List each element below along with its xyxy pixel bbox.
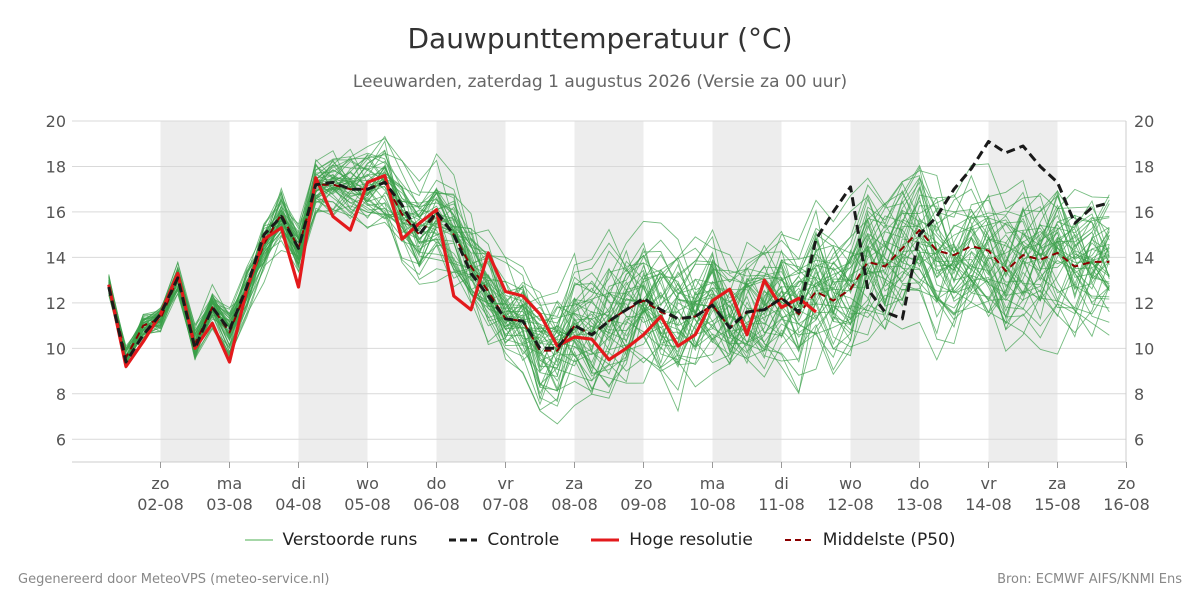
chart-title: Dauwpunttemperatuur (°C) — [407, 22, 793, 55]
ensemble-member-45 — [108, 174, 1110, 352]
x-tick-day-02-08: zo — [151, 474, 169, 493]
x-tick-date-10-08: 10-08 — [689, 495, 736, 514]
footer-source: Bron: ECMWF AIFS/KNMI Ens — [997, 572, 1182, 587]
y-tick-label-right-18: 18 — [1134, 157, 1154, 176]
x-tick-date-16-08: 16-08 — [1103, 495, 1150, 514]
x-tick-day-10-08: ma — [700, 474, 725, 493]
x-tick-day-12-08: wo — [839, 474, 862, 493]
legend-swatch-hires — [591, 538, 620, 542]
x-tick-date-04-08: 04-08 — [275, 495, 322, 514]
x-tick-day-07-08: vr — [497, 474, 513, 493]
y-tick-label-right-8: 8 — [1134, 385, 1144, 404]
x-tick-day-13-08: do — [910, 474, 930, 493]
ensemble-member-47 — [108, 158, 1110, 392]
x-tick-day-05-08: wo — [356, 474, 379, 493]
x-tick-date-14-08: 14-08 — [965, 495, 1012, 514]
legend-label-median: Middelste (P50) — [822, 530, 956, 550]
series-line-controle — [107, 140, 1110, 364]
legend-label-hires: Hoge resolutie — [629, 530, 753, 550]
ensemble-member-36 — [108, 160, 1110, 387]
legend-label-control: Controle — [487, 530, 560, 550]
x-tick-day-14-08: vr — [980, 474, 996, 493]
legend-swatch-control — [449, 538, 478, 542]
ensemble-member-30 — [108, 138, 1110, 394]
x-tick-date-15-08: 15-08 — [1034, 495, 1081, 514]
y-tick-label-left-6: 6 — [56, 430, 66, 449]
x-tick-day-06-08: do — [427, 474, 447, 493]
axes — [72, 121, 1127, 468]
ensemble-member-42 — [108, 149, 1110, 402]
legend-item-control[interactable]: Controle — [449, 530, 559, 550]
x-tick-date-05-08: 05-08 — [344, 495, 391, 514]
ensemble-member-46 — [108, 187, 1110, 364]
y-tick-label-left-10: 10 — [46, 339, 66, 358]
y-tick-label-right-6: 6 — [1134, 430, 1144, 449]
legend-item-median[interactable]: Middelste (P50) — [784, 530, 956, 550]
ensemble-member-37 — [108, 181, 1110, 383]
x-tick-day-11-08: di — [774, 474, 789, 493]
y-tick-label-left-12: 12 — [46, 294, 66, 313]
ensemble-member-31 — [108, 159, 1110, 356]
series-line-hoge-resolutie — [107, 174, 817, 369]
series-line-middelste-p50 — [107, 181, 1110, 359]
dewpoint-chart: 6 6 8 8 10 10 12 12 14 14 16 16 18 18 20 20 zo 02-08 ma 03-… — [46, 112, 1155, 514]
main-series — [107, 140, 1110, 369]
footer-generated-by: Gegenereerd door MeteoVPS (meteo-service… — [18, 572, 330, 587]
x-tick-date-12-08: 12-08 — [827, 495, 874, 514]
y-tick-label-left-20: 20 — [46, 112, 66, 131]
y-tick-label-left-8: 8 — [56, 385, 66, 404]
x-tick-date-06-08: 06-08 — [413, 495, 460, 514]
ensemble-member-44 — [108, 166, 1110, 407]
x-tick-date-13-08: 13-08 — [896, 495, 943, 514]
x-tick-date-08-08: 08-08 — [551, 495, 598, 514]
ensemble-member-40 — [108, 165, 1110, 376]
x-tick-date-07-08: 07-08 — [482, 495, 529, 514]
x-tick-day-08-08: za — [565, 474, 583, 493]
y-tick-label-right-16: 16 — [1134, 203, 1154, 222]
legend-swatch-ensemble — [244, 539, 273, 541]
chart-subtitle: Leeuwarden, zaterdag 1 augustus 2026 (Ve… — [352, 72, 848, 92]
x-tick-date-02-08: 02-08 — [137, 495, 184, 514]
ensemble-member-18 — [108, 165, 1110, 388]
legend: Verstoorde runs Controle Hoge resolutie … — [0, 530, 1200, 550]
x-tick-day-03-08: ma — [217, 474, 242, 493]
x-tick-day-09-08: zo — [634, 474, 652, 493]
ensemble-member-16 — [108, 139, 1110, 369]
y-tick-label-left-16: 16 — [46, 203, 66, 222]
legend-swatch-median — [784, 539, 813, 541]
x-tick-date-11-08: 11-08 — [758, 495, 805, 514]
x-tick-date-03-08: 03-08 — [206, 495, 253, 514]
legend-item-hires[interactable]: Hoge resolutie — [591, 530, 753, 550]
ensemble-member-48 — [108, 172, 1110, 391]
y-tick-label-right-12: 12 — [1134, 294, 1154, 313]
y-tick-label-right-20: 20 — [1134, 112, 1154, 131]
x-tick-day-04-08: di — [291, 474, 306, 493]
ensemble-member-34 — [108, 156, 1110, 392]
legend-item-ensemble[interactable]: Verstoorde runs — [244, 530, 418, 550]
x-tick-day-15-08: za — [1048, 474, 1066, 493]
y-tick-label-right-14: 14 — [1134, 248, 1154, 267]
y-tick-label-left-18: 18 — [46, 157, 66, 176]
x-tick-date-09-08: 09-08 — [620, 495, 667, 514]
y-tick-label-left-14: 14 — [46, 248, 66, 267]
tick-labels: 6 6 8 8 10 10 12 12 14 14 16 16 18 18 20 20 zo 02-08 ma 03-… — [46, 112, 1155, 514]
y-tick-label-right-10: 10 — [1134, 339, 1154, 358]
legend-label-ensemble: Verstoorde runs — [282, 530, 418, 550]
x-tick-day-16-08: zo — [1117, 474, 1135, 493]
